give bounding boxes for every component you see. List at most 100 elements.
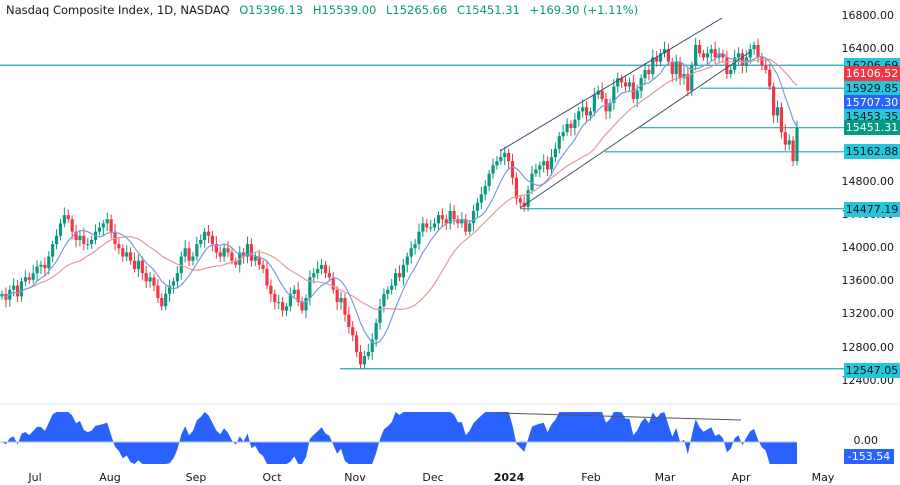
candle-body xyxy=(682,74,686,79)
x-axis-label: Aug xyxy=(99,471,121,484)
price-tag: 15451.31 xyxy=(844,120,900,135)
candle-body xyxy=(573,119,577,128)
candle-body xyxy=(222,248,226,257)
candle-body xyxy=(125,252,129,257)
candle-body xyxy=(748,49,752,58)
candle-body xyxy=(394,273,398,286)
candle-body xyxy=(557,136,561,149)
x-axis-label: Sep xyxy=(185,471,207,484)
candle-body xyxy=(319,264,324,269)
candle-body xyxy=(487,173,491,187)
candle-body xyxy=(783,132,787,145)
candle-body xyxy=(686,74,690,91)
y-axis-label: 14800.00 xyxy=(841,175,895,188)
candle-body xyxy=(343,298,347,315)
candle-body xyxy=(530,173,534,191)
x-axis-label: 2024 xyxy=(493,471,525,484)
candle-body xyxy=(117,244,121,249)
candle-body xyxy=(97,227,102,232)
candle-body xyxy=(721,53,725,58)
candle-body xyxy=(308,277,312,299)
candle-body xyxy=(772,86,776,116)
x-axis-label: Mar xyxy=(654,471,676,484)
candle-body xyxy=(19,281,24,297)
candle-body xyxy=(249,244,254,261)
fast-moving-average-line xyxy=(1,52,798,345)
candle-body xyxy=(347,314,351,328)
x-axis-label: Jul xyxy=(28,471,42,484)
candle-body xyxy=(670,61,674,75)
candle-body xyxy=(701,53,706,58)
candle-body xyxy=(253,256,257,261)
candle-body xyxy=(47,256,51,269)
candle-body xyxy=(261,264,265,269)
candle-body xyxy=(405,256,409,265)
candle-body xyxy=(66,215,70,220)
candle-body xyxy=(483,186,487,195)
x-axis-label: Oct xyxy=(262,471,282,484)
candle-body xyxy=(382,293,386,307)
candle-body xyxy=(460,219,464,224)
candle-body xyxy=(581,107,585,112)
candle-body xyxy=(164,293,168,307)
candle-body xyxy=(475,202,480,211)
candle-body xyxy=(787,140,791,145)
candle-body xyxy=(31,273,35,280)
candle-body xyxy=(479,194,483,203)
candle-body xyxy=(499,157,503,162)
symbol-title: Nasdaq Composite Index, 1D, NASDAQ xyxy=(6,3,230,17)
candle-body xyxy=(616,78,620,87)
candle-body xyxy=(167,285,172,294)
candle-body xyxy=(545,161,550,170)
candle-body xyxy=(432,223,437,228)
change-value: +169.30 (+1.11%) xyxy=(529,3,639,17)
candle-body xyxy=(709,49,713,54)
candle-body xyxy=(265,268,269,286)
candle-body xyxy=(507,152,511,162)
candle-body xyxy=(756,45,760,58)
candle-body xyxy=(74,231,78,240)
candle-body xyxy=(561,132,565,137)
chart-legend: Nasdaq Composite Index, 1D, NASDAQ O1539… xyxy=(6,3,644,17)
candle-body xyxy=(292,289,296,294)
candle-body xyxy=(355,335,359,352)
candle-body xyxy=(436,215,441,224)
candle-body xyxy=(592,94,596,112)
candle-body xyxy=(101,223,105,228)
candle-body xyxy=(171,281,176,286)
candle-body xyxy=(643,69,647,79)
candle-body xyxy=(717,53,721,58)
candle-body xyxy=(713,49,717,58)
candle-body xyxy=(690,65,694,91)
x-axis-label: Dec xyxy=(422,471,444,484)
candle-body xyxy=(144,273,148,282)
candle-body xyxy=(620,78,624,83)
candle-body xyxy=(191,256,195,261)
candle-body xyxy=(148,277,152,282)
candle-body xyxy=(655,57,659,62)
oscillator-zero-label: 0.00 xyxy=(853,434,879,447)
candle-body xyxy=(323,264,328,274)
candle-body xyxy=(659,53,663,62)
candle-body xyxy=(413,244,417,249)
candle-body xyxy=(553,148,557,158)
candle-body xyxy=(736,53,741,58)
candle-body xyxy=(304,298,308,311)
candle-body xyxy=(429,227,433,229)
candle-body xyxy=(639,78,643,91)
candle-body xyxy=(526,190,530,207)
candle-body xyxy=(195,244,199,257)
candle-body xyxy=(280,302,285,311)
channel-lower-line xyxy=(519,51,751,209)
candle-body xyxy=(471,210,476,224)
candle-body xyxy=(109,219,113,232)
candle-body xyxy=(62,215,66,224)
candle-body xyxy=(425,223,429,228)
candle-body xyxy=(339,298,343,303)
candle-body xyxy=(210,235,215,245)
price-tag: 14477.19 xyxy=(844,202,900,217)
y-axis-label: 16800.00 xyxy=(841,9,895,22)
candle-body xyxy=(729,69,733,75)
candle-body xyxy=(468,223,472,232)
